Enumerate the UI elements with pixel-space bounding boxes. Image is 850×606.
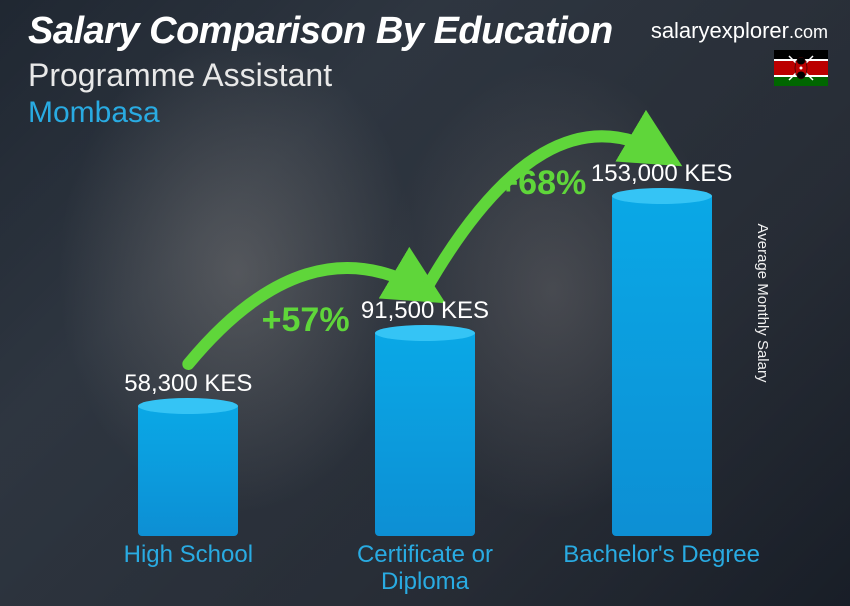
bar-value-label: 153,000 KES <box>591 160 732 188</box>
bar-category-label: Certificate or Diploma <box>325 541 525 596</box>
kenya-flag-icon <box>774 50 828 86</box>
bar-value-label: 91,500 KES <box>361 297 489 325</box>
bar-category-label: High School <box>88 541 288 596</box>
content-root: Salary Comparison By Education Programme… <box>0 0 850 606</box>
increase-pct-label: +68% <box>498 164 586 203</box>
bar-column: 153,000 KES <box>562 160 762 536</box>
bars-container: 58,300 KES 91,500 KES 153,000 KES <box>70 150 780 536</box>
bar <box>612 196 712 536</box>
bar-column: 58,300 KES <box>88 370 288 536</box>
bar-column: 91,500 KES <box>325 297 525 536</box>
bar <box>138 406 238 536</box>
bar-category-label: Bachelor's Degree <box>562 541 762 596</box>
bar <box>375 333 475 536</box>
site-link[interactable]: salaryexplorer.com <box>651 18 828 44</box>
bar-value-label: 58,300 KES <box>124 370 252 398</box>
chart-area: 58,300 KES 91,500 KES 153,000 KES +57% +68% <box>70 150 780 536</box>
site-name: salaryexplorer <box>651 18 789 43</box>
bar-labels: High School Certificate or Diploma Bachelo… <box>70 541 780 596</box>
site-suffix: .com <box>789 22 828 42</box>
increase-pct-label: +57% <box>262 301 350 340</box>
subtitle-job: Programme Assistant <box>28 57 830 94</box>
